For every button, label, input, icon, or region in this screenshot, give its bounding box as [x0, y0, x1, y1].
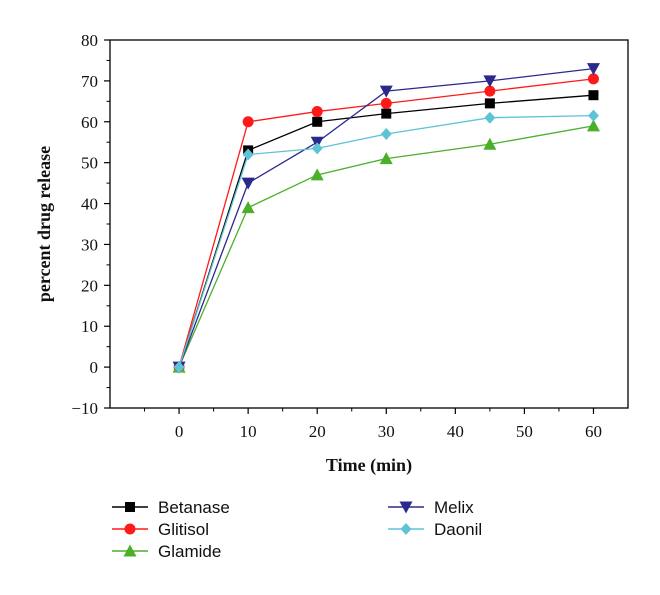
series-glamide: [172, 119, 600, 373]
x-tick-label: 30: [378, 422, 395, 441]
data-point: [381, 108, 392, 119]
x-tick-label: 0: [175, 422, 184, 441]
series-line: [178, 67, 594, 368]
legend-item-glitisol: Glitisol: [112, 520, 209, 539]
y-tick-label: 20: [81, 276, 98, 295]
plot-border: [109, 39, 629, 409]
data-point: [310, 168, 324, 181]
y-tick-label: 80: [81, 31, 98, 50]
series-line: [178, 114, 594, 368]
x-tick-label: 40: [447, 422, 464, 441]
data-point: [587, 109, 599, 122]
x-axis-title: Time (min): [326, 455, 412, 476]
y-tick-label: 40: [81, 195, 98, 214]
data-point: [588, 90, 599, 101]
legend-item-daonil: Daonil: [388, 520, 482, 539]
legend-label: Glitisol: [158, 520, 209, 539]
y-tick-label: 0: [90, 358, 99, 377]
legend-item-glamide: Glamide: [112, 542, 221, 561]
axis-ticks: −10 0 10 20 30 40 50 60 70 80 0 10 20 30 40 50 60: [71, 31, 602, 441]
legend-marker: [123, 544, 137, 557]
legend-item-melix: Melix: [388, 498, 474, 517]
y-tick-label: 50: [81, 154, 98, 173]
legend-marker: [399, 501, 413, 514]
series-line: [178, 125, 594, 368]
data-point: [380, 128, 392, 141]
series-line: [178, 94, 594, 368]
legend: Betanase Glitisol Glamide Melix Daonil: [112, 498, 482, 561]
y-tick-label: 10: [81, 317, 98, 336]
data-point: [380, 97, 392, 109]
data-point: [242, 116, 254, 128]
y-tick-label: −10: [71, 399, 98, 418]
legend-label: Daonil: [434, 520, 482, 539]
data-point: [241, 201, 255, 214]
data-point: [586, 119, 600, 132]
data-point: [241, 177, 255, 190]
data-point: [483, 137, 497, 150]
data-point: [173, 361, 185, 374]
data-point: [484, 111, 496, 124]
series-line: [178, 78, 594, 368]
data-point: [484, 98, 495, 109]
legend-label: Betanase: [158, 498, 230, 517]
legend-item-betanase: Betanase: [112, 498, 230, 517]
data-point: [379, 85, 393, 98]
legend-label: Glamide: [158, 542, 221, 561]
data-point: [311, 106, 323, 118]
data-point: [311, 142, 323, 155]
x-tick-label: 20: [309, 422, 326, 441]
legend-marker: [125, 502, 135, 512]
data-point: [586, 63, 600, 76]
legend-label: Melix: [434, 498, 474, 517]
series-layer: [172, 63, 600, 374]
data-point: [242, 148, 254, 161]
y-tick-label: 60: [81, 113, 98, 132]
plot-area: [109, 39, 629, 409]
x-tick-label: 10: [240, 422, 257, 441]
data-point: [483, 75, 497, 88]
data-point: [379, 152, 393, 165]
x-tick-label: 60: [585, 422, 602, 441]
series-daonil: [173, 109, 599, 374]
y-tick-label: 70: [81, 72, 98, 91]
data-point: [312, 116, 323, 127]
data-point: [484, 85, 496, 97]
data-point: [587, 73, 599, 85]
legend-marker: [124, 523, 136, 535]
y-tick-label: 30: [81, 235, 98, 254]
x-tick-label: 50: [516, 422, 533, 441]
legend-marker: [400, 523, 412, 535]
y-axis-title: percent drug release: [34, 146, 54, 302]
